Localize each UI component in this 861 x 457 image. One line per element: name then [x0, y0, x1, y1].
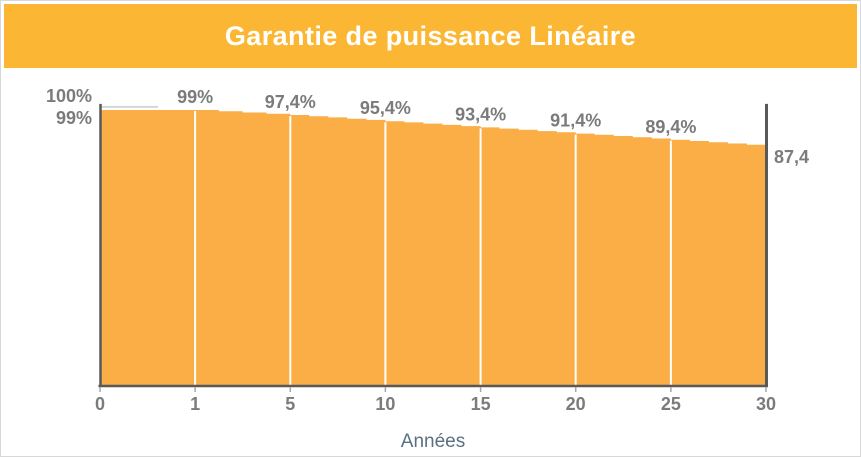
x-tick-label: 30 [756, 394, 776, 414]
x-axis-title: Années [401, 431, 465, 452]
point-label: 93,4% [455, 104, 506, 124]
x-tick-label: 15 [471, 394, 491, 414]
chart-title-banner: Garantie de puissance Linéaire [4, 4, 857, 68]
x-tick-label: 1 [190, 394, 200, 414]
point-label: 91,4% [550, 111, 601, 131]
chart-title: Garantie de puissance Linéaire [224, 20, 637, 51]
x-tick-label: 25 [661, 394, 681, 414]
point-label: 87,4 [774, 147, 809, 167]
point-label: 99% [56, 108, 92, 128]
point-label: 97,4% [265, 92, 316, 112]
point-label: 99% [177, 87, 213, 107]
x-tick-label: 5 [285, 394, 295, 414]
power-area [100, 110, 766, 386]
x-tick-label: 10 [375, 394, 395, 414]
point-label: 100% [46, 86, 92, 106]
point-label: 95,4% [360, 98, 411, 118]
point-label: 89,4% [645, 117, 696, 137]
x-tick-label: 20 [566, 394, 586, 414]
x-tick-label: 0 [95, 394, 105, 414]
